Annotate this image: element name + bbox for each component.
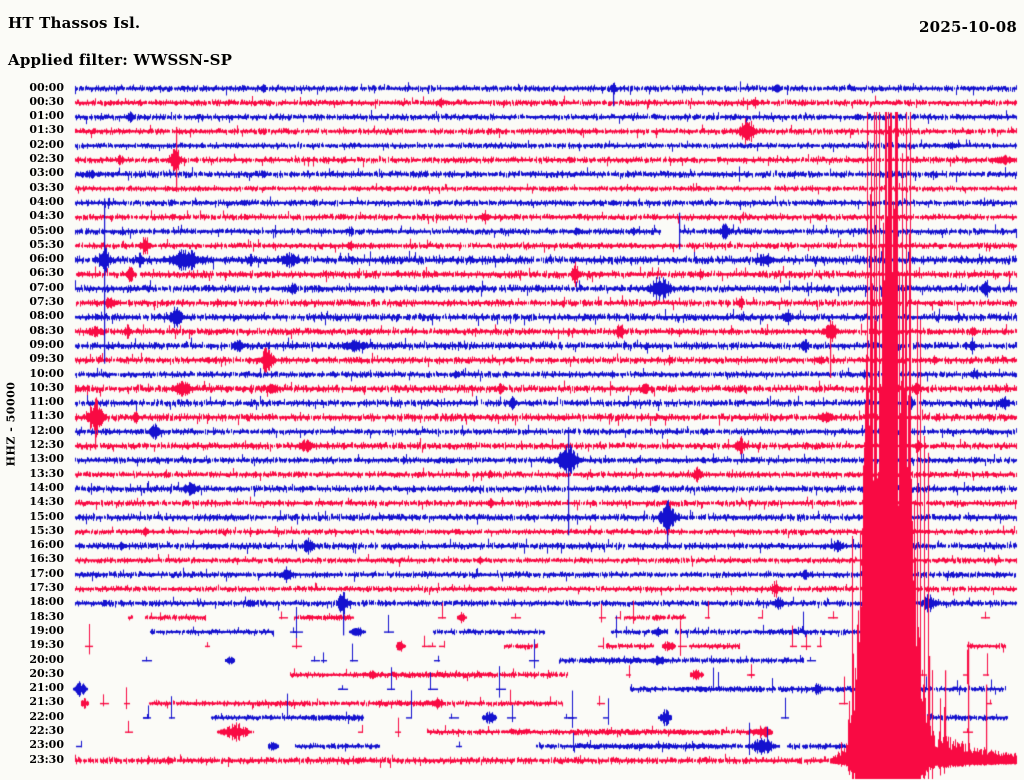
time-label: 11:30 xyxy=(29,409,64,423)
time-label: 08:00 xyxy=(29,309,64,323)
time-label: 00:30 xyxy=(29,94,64,108)
date-label: 2025-10-08 xyxy=(919,18,1017,36)
time-label: 05:30 xyxy=(29,237,64,251)
time-label: 10:30 xyxy=(29,380,64,394)
time-label: 13:30 xyxy=(29,466,64,480)
time-label: 04:30 xyxy=(29,209,64,223)
time-label: 17:30 xyxy=(29,581,64,594)
time-label: 00:00 xyxy=(29,80,64,94)
time-label: 02:30 xyxy=(29,152,64,165)
time-label: 22:30 xyxy=(29,724,64,737)
time-label: 18:00 xyxy=(29,595,64,609)
filter-label: Applied filter: WWSSN-SP xyxy=(8,51,233,69)
time-label: 15:30 xyxy=(29,523,64,537)
time-label: 03:00 xyxy=(29,166,64,180)
time-label: 20:30 xyxy=(29,666,64,680)
station-title: HT Thassos Isl. xyxy=(8,14,141,32)
time-label: 15:00 xyxy=(29,509,64,523)
time-label: 09:30 xyxy=(29,352,64,366)
time-label: 06:30 xyxy=(29,266,64,280)
time-label: 16:00 xyxy=(29,538,64,552)
time-label: 10:00 xyxy=(29,366,64,380)
time-label: 07:30 xyxy=(29,295,64,308)
time-label: 05:00 xyxy=(29,223,64,237)
time-label: 08:30 xyxy=(29,323,64,337)
time-label: 19:30 xyxy=(29,638,64,652)
time-label: 12:30 xyxy=(29,438,64,451)
time-label: 12:00 xyxy=(29,423,64,437)
time-label: 14:00 xyxy=(29,480,64,494)
time-label: 19:00 xyxy=(29,623,64,637)
time-label: 21:30 xyxy=(29,695,64,709)
time-label: 13:00 xyxy=(29,452,64,466)
time-label: 18:30 xyxy=(29,609,64,623)
time-label: 06:00 xyxy=(29,252,64,266)
time-label: 04:00 xyxy=(29,194,64,208)
time-label: 20:00 xyxy=(29,652,64,666)
time-label: 01:30 xyxy=(29,123,64,137)
time-label: 23:00 xyxy=(29,738,64,752)
time-label: 21:00 xyxy=(29,681,64,695)
time-label: 23:30 xyxy=(29,752,64,766)
time-label: 17:00 xyxy=(29,566,64,580)
time-label: 03:30 xyxy=(29,180,64,194)
time-label: 22:00 xyxy=(29,709,64,723)
time-label: 01:00 xyxy=(29,109,64,123)
time-label: 09:00 xyxy=(29,337,64,351)
time-label: 07:00 xyxy=(29,280,64,294)
time-label: 14:30 xyxy=(29,495,64,509)
time-label: 11:00 xyxy=(29,395,64,409)
time-label: 02:00 xyxy=(29,137,64,151)
time-label: 16:30 xyxy=(29,552,64,566)
